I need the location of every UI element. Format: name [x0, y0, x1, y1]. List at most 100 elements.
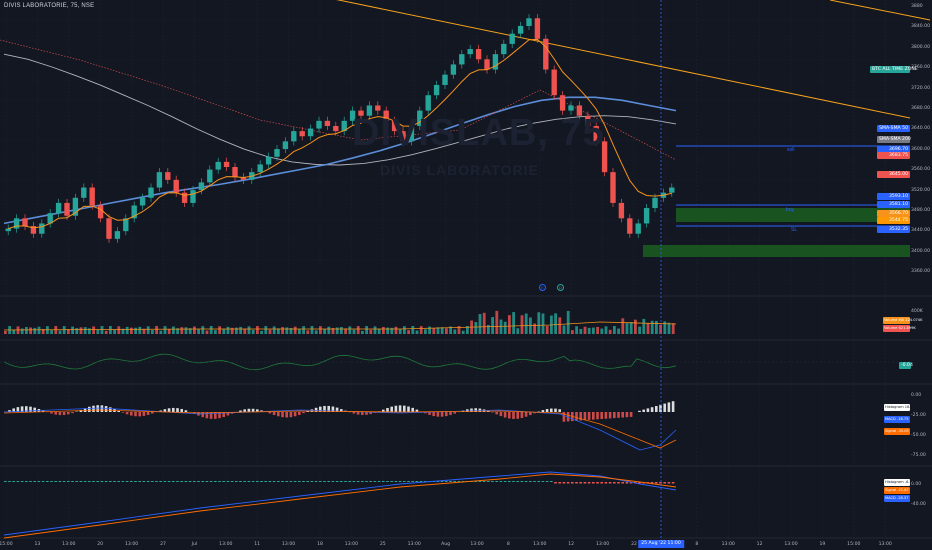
macd-histogram-bar	[663, 403, 666, 412]
macd-histogram-bar	[398, 405, 402, 412]
macd2-histogram-bar	[214, 481, 217, 482]
macd-histogram-bar	[566, 412, 570, 422]
candle-body	[257, 164, 263, 173]
macd2-histogram-bar	[125, 481, 129, 482]
macd2-histogram-bar	[146, 481, 150, 482]
macd2-histogram-bar	[545, 481, 549, 482]
candle-body	[492, 54, 499, 70]
macd2-histogram-bar	[369, 481, 372, 482]
candle-body	[610, 172, 616, 203]
volume-bar	[172, 326, 175, 334]
macd2-histogram-bar	[58, 481, 62, 482]
macd2-histogram-bar	[608, 482, 612, 484]
macd2-histogram-bar	[575, 482, 578, 484]
macd2-histogram-bar	[109, 481, 112, 482]
macd2-histogram-bar	[20, 481, 24, 482]
macd-axis-label: -75.00	[911, 453, 926, 458]
volume-bar	[520, 315, 524, 334]
volume-bar	[377, 328, 381, 334]
macd2-histogram-bar	[117, 481, 120, 482]
volume-bar	[230, 327, 234, 334]
watermark-name: DIVIS LABORATORIE	[380, 162, 539, 178]
macd2-histogram-bar	[562, 482, 566, 484]
macd-histogram-bar	[394, 405, 398, 412]
macd2-histogram-bar	[655, 482, 658, 484]
volume-bar	[533, 323, 536, 334]
macd2-histogram-bar	[230, 481, 234, 482]
candle-body	[39, 223, 45, 234]
macd2-histogram-bar	[155, 481, 158, 482]
volume-bar	[264, 326, 268, 334]
time-axis-label: 13:00	[62, 542, 76, 547]
macd-histogram-bar	[247, 408, 251, 412]
time-axis-label: 8	[506, 542, 510, 547]
macd-histogram-bar	[545, 409, 549, 412]
candles	[5, 14, 675, 243]
volume-bar	[298, 329, 301, 334]
time-axis-label: 13:00	[721, 542, 735, 547]
volume-bar	[466, 326, 469, 334]
macd2-histogram-bar	[193, 481, 196, 482]
volume-bar	[428, 326, 431, 334]
candle-body	[30, 226, 37, 234]
macd2-histogram-bar	[138, 481, 141, 482]
dividend-icon[interactable]: D	[557, 284, 564, 291]
symbol-header[interactable]: DIVIS LABORATORIE, 75, NSE	[4, 3, 95, 9]
macd-histogram-bar	[125, 412, 129, 415]
candle-body	[593, 125, 599, 142]
macd2-histogram-bar	[638, 482, 641, 484]
macd-histogram-bar	[277, 412, 280, 417]
volume-bar	[180, 327, 184, 334]
volume-bar	[218, 326, 221, 334]
candle-body	[509, 33, 515, 44]
macd-histogram-bar	[592, 412, 595, 420]
macd2-histogram-bar	[16, 481, 20, 482]
macd2-histogram-bar	[29, 481, 32, 482]
time-axis-label: 25	[379, 542, 386, 547]
macd-histogram-bar	[524, 412, 528, 417]
price-axis-label: 3840.00	[911, 24, 930, 30]
macd2-axis-label: 0.00	[911, 482, 922, 487]
macd2-histogram-bar	[537, 481, 540, 482]
macd2-histogram-bar	[461, 481, 465, 482]
macd2-histogram-bar	[524, 481, 528, 482]
macd-axis-label: -25.00	[911, 413, 926, 418]
candle-body	[215, 161, 221, 170]
macd-histogram-bar	[146, 412, 150, 415]
candle-body	[333, 125, 339, 132]
macd2-histogram-bar	[617, 482, 620, 484]
macd-histogram-bar	[495, 412, 498, 415]
macd-histogram-bar	[550, 408, 553, 412]
volume-bar	[407, 330, 410, 334]
volume-bar	[50, 330, 53, 334]
macd-histogram-bar	[130, 412, 133, 416]
candle-body	[131, 205, 137, 219]
price-tag: 3581.10	[877, 201, 910, 208]
macd2-histogram-bar	[382, 481, 385, 482]
time-axis-label: 15:00	[0, 542, 13, 547]
macd-histogram-bar	[554, 408, 557, 412]
volume-bar	[163, 326, 167, 334]
candle-body	[139, 197, 146, 206]
candle-body	[223, 161, 230, 168]
volume-bar	[130, 327, 133, 334]
macd-histogram-bar	[180, 408, 183, 412]
macd-histogram-bar	[256, 409, 259, 412]
volume-bar	[566, 310, 570, 334]
time-axis-label: 22	[631, 542, 637, 547]
time-axis-label: 8	[695, 542, 699, 547]
macd2-histogram-bar	[205, 481, 209, 482]
macd-histogram-bar	[222, 412, 225, 418]
volume-bar	[209, 326, 213, 334]
earnings-icon[interactable]: E	[539, 284, 546, 291]
volume-bar	[193, 326, 196, 334]
macd2-histogram-bar	[533, 481, 536, 482]
price-axis-label: 3600.00	[911, 146, 930, 152]
macd2-histogram-bar	[386, 481, 389, 482]
macd2-histogram-bar	[235, 481, 238, 482]
macd-histogram-bar	[432, 412, 435, 417]
volume-axis-label: 400K	[911, 309, 923, 314]
macd2-histogram-bar	[247, 481, 251, 482]
macd2-histogram-bar	[277, 481, 280, 482]
